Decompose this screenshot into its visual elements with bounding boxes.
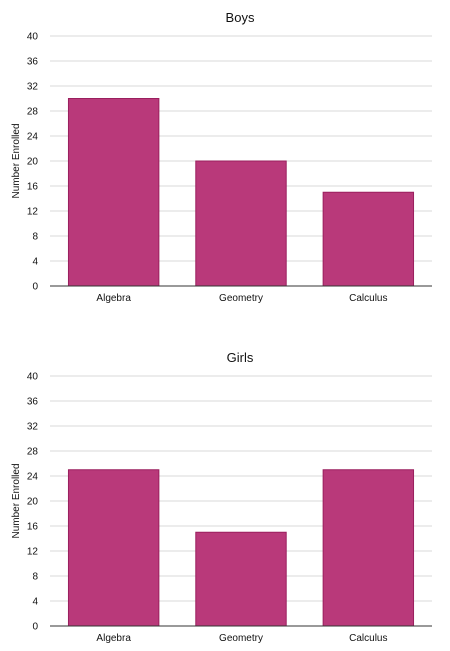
y-tick-label: 0: [32, 282, 38, 293]
bars: [67, 98, 415, 287]
y-tick-label: 32: [27, 82, 39, 93]
bar-calculus: [322, 469, 415, 627]
bars: [67, 469, 415, 627]
y-tick-label: 32: [27, 422, 39, 433]
x-tick-label: Geometry: [219, 293, 263, 304]
y-axis-label: Number Enrolled: [11, 463, 22, 538]
x-tick-label: Calculus: [349, 633, 387, 644]
y-tick-labels: 0 4 8 12 16 20 24 28 32 36 40: [27, 32, 39, 293]
y-tick-label: 36: [27, 397, 39, 408]
y-tick-label: 8: [32, 572, 38, 583]
y-tick-label: 40: [27, 32, 39, 43]
y-tick-label: 24: [27, 472, 39, 483]
x-tick-label: Algebra: [96, 633, 131, 644]
y-tick-label: 4: [32, 597, 38, 608]
chart-title: Boys: [226, 10, 255, 25]
y-tick-label: 12: [27, 547, 39, 558]
boys-chart: Boys 0 4 8 12 16 20 24 28 32 36 40 Algebra Geometry…: [11, 10, 432, 304]
x-tick-labels: Algebra Geometry Calculus: [96, 633, 387, 644]
x-tick-labels: Algebra Geometry Calculus: [96, 293, 387, 304]
bar-geometry: [195, 531, 287, 627]
y-tick-label: 40: [27, 372, 39, 383]
y-tick-label: 28: [27, 447, 39, 458]
x-tick-label: Algebra: [96, 293, 131, 304]
bar-algebra: [67, 98, 160, 287]
chart-title: Girls: [227, 350, 254, 365]
y-tick-label: 4: [32, 257, 38, 268]
bar-geometry: [195, 160, 287, 287]
y-tick-label: 20: [27, 157, 39, 168]
bar-algebra: [67, 469, 160, 627]
y-tick-label: 36: [27, 57, 39, 68]
y-tick-label: 0: [32, 622, 38, 633]
y-tick-label: 24: [27, 132, 39, 143]
y-tick-label: 16: [27, 522, 39, 533]
y-tick-labels: 0 4 8 12 16 20 24 28 32 36 40: [27, 372, 39, 633]
y-axis-label: Number Enrolled: [11, 123, 22, 198]
y-tick-label: 28: [27, 107, 39, 118]
y-tick-label: 16: [27, 182, 39, 193]
girls-chart: Girls 0 4 8 12 16 20 24 28 32 36 40 Algebra Geometr…: [11, 350, 432, 644]
y-tick-label: 20: [27, 497, 39, 508]
bar-calculus: [322, 191, 415, 287]
y-tick-label: 8: [32, 232, 38, 243]
x-tick-label: Geometry: [219, 633, 263, 644]
y-tick-label: 12: [27, 207, 39, 218]
x-tick-label: Calculus: [349, 293, 387, 304]
